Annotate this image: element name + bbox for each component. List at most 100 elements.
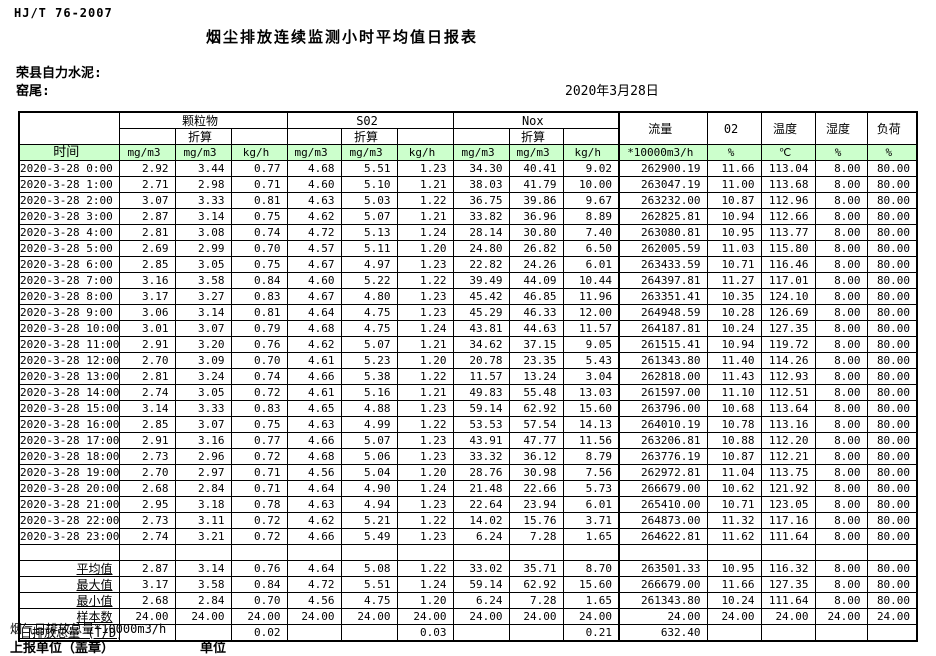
value-cell: 4.90	[340, 480, 398, 497]
time-cell: 2020-3-28 18:00	[18, 448, 120, 465]
value-cell: 3.58	[174, 272, 232, 289]
value-cell: 24.00	[452, 608, 510, 625]
value-cell: 1.23	[396, 304, 454, 321]
value-cell: 112.93	[760, 368, 816, 385]
value-cell: 4.66	[286, 528, 342, 545]
value-cell: 41.79	[508, 176, 564, 193]
value-cell: 6.24	[452, 528, 510, 545]
value-cell: 36.96	[508, 208, 564, 225]
value-cell: 262972.81	[618, 464, 708, 481]
value-cell: 80.00	[866, 320, 918, 337]
converted-label: 折算	[340, 128, 398, 145]
value-cell: 8.00	[814, 416, 868, 433]
value-cell: 113.04	[760, 160, 816, 177]
value-cell: 263501.33	[618, 560, 708, 577]
value-cell: 80.00	[866, 288, 918, 305]
value-cell: 0.81	[230, 192, 288, 209]
value-cell: 1.20	[396, 464, 454, 481]
value-cell: 80.00	[866, 480, 918, 497]
value-cell: 59.14	[452, 400, 510, 417]
value-cell: 2.68	[118, 480, 176, 497]
unit-cell: mg/m3	[286, 144, 342, 161]
value-cell: 22.66	[508, 480, 564, 497]
value-cell	[452, 624, 510, 642]
value-cell: 11.96	[562, 288, 620, 305]
value-cell: 4.62	[286, 208, 342, 225]
converted-header-row: 折算 折算 折算	[19, 128, 917, 145]
value-cell: 1.24	[396, 224, 454, 241]
value-cell: 6.01	[562, 496, 620, 513]
value-cell: 113.75	[760, 464, 816, 481]
value-cell: 4.75	[340, 592, 398, 609]
summary-label: 平均值	[18, 560, 120, 577]
value-cell	[118, 544, 176, 561]
value-cell: 3.17	[118, 576, 176, 593]
value-cell: 266679.00	[618, 480, 708, 497]
value-cell: 3.07	[118, 192, 176, 209]
value-cell: 4.68	[286, 320, 342, 337]
value-cell: 3.16	[174, 432, 232, 449]
table-row: 2020-3-28 23:00 2.74 3.21 0.72 4.66 5.49 1.23 6…	[18, 528, 918, 545]
value-cell: 0.71	[230, 176, 288, 193]
value-cell: 8.00	[814, 336, 868, 353]
company-name: 荣县自力水泥:	[16, 66, 102, 81]
value-cell: 2.91	[118, 432, 176, 449]
unit-cell: kg/h	[396, 144, 454, 161]
table-row: 2020-3-28 15:00 3.14 3.33 0.83 4.65 4.88 1.23 5…	[18, 400, 918, 417]
value-cell: 1.24	[396, 320, 454, 337]
value-cell: 8.00	[814, 304, 868, 321]
value-cell: 5.22	[340, 272, 398, 289]
group-header-nox: Nox	[452, 111, 620, 129]
value-cell: 1.21	[396, 384, 454, 401]
value-cell: 3.05	[174, 256, 232, 273]
table-row: 2020-3-28 9:00 3.06 3.14 0.81 4.64 4.75 1.23 45…	[18, 304, 918, 321]
value-cell: 80.00	[866, 496, 918, 513]
value-cell: 2.70	[118, 352, 176, 369]
value-cell	[340, 544, 398, 561]
value-cell: 0.21	[562, 624, 620, 642]
value-cell: 80.00	[866, 160, 918, 177]
value-cell: 3.04	[562, 368, 620, 385]
summary-label: 最小值	[18, 592, 120, 609]
value-cell: 2.84	[174, 592, 232, 609]
value-cell: 24.80	[452, 240, 510, 257]
value-cell: 4.68	[286, 160, 342, 177]
value-cell: 8.00	[814, 496, 868, 513]
value-cell: 4.88	[340, 400, 398, 417]
value-cell: 0.84	[230, 272, 288, 289]
value-cell	[230, 544, 288, 561]
value-cell: 10.24	[706, 320, 762, 337]
value-cell: 8.00	[814, 576, 868, 593]
header-load: 负荷	[866, 111, 918, 145]
value-cell: 28.76	[452, 464, 510, 481]
time-cell: 2020-3-28 17:00	[18, 432, 120, 449]
value-cell: 34.30	[452, 160, 510, 177]
daily-total-label: 日排放总量 (T/D)	[18, 624, 120, 642]
value-cell: 113.77	[760, 224, 816, 241]
value-cell: 80.00	[866, 176, 918, 193]
value-cell: 7.28	[508, 592, 564, 609]
value-cell: 55.48	[508, 384, 564, 401]
value-cell: 8.00	[814, 512, 868, 529]
value-cell: 7.28	[508, 528, 564, 545]
value-cell: 4.94	[340, 496, 398, 513]
value-cell: 4.60	[286, 176, 342, 193]
value-cell: 3.11	[174, 512, 232, 529]
value-cell: 10.71	[706, 496, 762, 513]
value-cell: 264622.81	[618, 528, 708, 545]
unit-cell: mg/m3	[174, 144, 232, 161]
value-cell: 80.00	[866, 208, 918, 225]
value-cell: 1.22	[396, 368, 454, 385]
value-cell: 3.08	[174, 224, 232, 241]
value-cell: 0.76	[230, 560, 288, 577]
value-cell: 10.88	[706, 432, 762, 449]
value-cell: 53.53	[452, 416, 510, 433]
unit-cell: %	[706, 144, 762, 161]
value-cell: 6.24	[452, 592, 510, 609]
value-cell: 10.94	[706, 208, 762, 225]
value-cell: 8.00	[814, 400, 868, 417]
value-cell: 5.51	[340, 160, 398, 177]
value-cell: 24.00	[286, 608, 342, 625]
value-cell: 0.76	[230, 336, 288, 353]
value-cell: 127.35	[760, 576, 816, 593]
